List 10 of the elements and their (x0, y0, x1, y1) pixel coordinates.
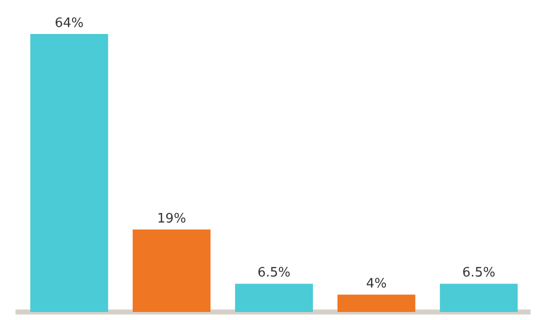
data-label: 6.5% (257, 266, 291, 281)
data-label: 19% (157, 211, 186, 226)
data-label: 4% (366, 276, 387, 292)
bar (337, 294, 416, 312)
data-label: 64% (54, 16, 84, 31)
data-label: 6.5% (462, 266, 496, 281)
bar (30, 34, 108, 312)
bar (235, 284, 313, 312)
bar (132, 229, 211, 312)
bar (440, 284, 518, 312)
